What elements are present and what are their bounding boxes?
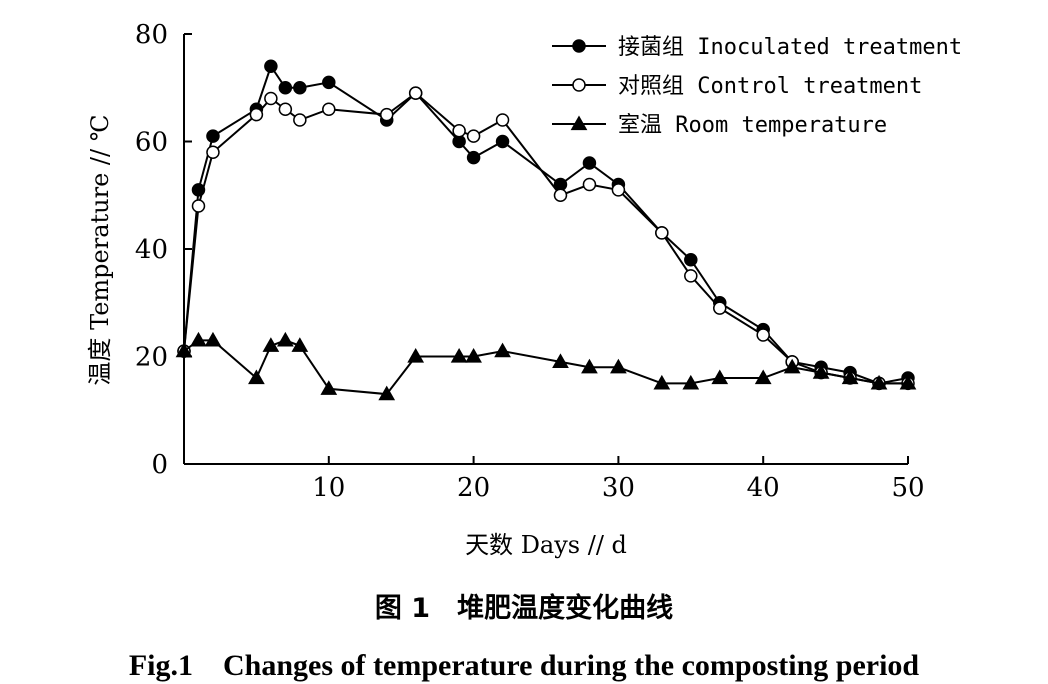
- data-point-open-circle: [572, 78, 586, 92]
- data-point-triangle: [841, 369, 859, 385]
- x-axis-label: 天数 Days // d: [465, 531, 627, 559]
- data-point-triangle: [204, 331, 222, 347]
- data-point-filled-circle: [582, 156, 597, 170]
- data-point-triangle: [276, 331, 294, 347]
- data-point-filled-circle: [495, 134, 510, 149]
- data-point-triangle: [494, 342, 511, 358]
- data-point-filled-circle: [572, 39, 586, 53]
- data-point-triangle: [870, 374, 888, 390]
- series-3: [175, 331, 917, 401]
- x-tick-label: 50: [891, 473, 924, 503]
- data-point-open-circle: [408, 86, 423, 100]
- data-point-open-circle: [452, 124, 466, 138]
- data-point-triangle: [248, 369, 265, 385]
- data-point-filled-circle: [466, 150, 481, 165]
- data-point-filled-circle: [293, 81, 307, 95]
- y-tick-label: 60: [135, 128, 168, 158]
- temperature-line-chart: 0 20 40 60 80 10 20 30 40 50 接菌组 Inoculated treat…: [86, 20, 962, 559]
- x-tick-label: 30: [602, 473, 635, 503]
- figure-caption-chinese: 图 1 堆肥温度变化曲线: [374, 593, 674, 624]
- data-point-open-circle: [278, 102, 293, 116]
- data-point-triangle: [407, 347, 425, 363]
- legend-item-1: 接菌组 Inoculated treatment: [552, 35, 962, 60]
- data-point-open-circle: [553, 188, 568, 202]
- legend-label: 接菌组 Inoculated treatment: [618, 35, 962, 60]
- data-point-triangle: [653, 374, 671, 390]
- x-tick-label: 10: [312, 473, 345, 503]
- data-point-triangle: [450, 347, 468, 363]
- data-point-triangle: [552, 353, 569, 368]
- y-tick-label: 20: [135, 343, 168, 373]
- data-point-open-circle: [249, 107, 264, 122]
- legend-label: 室温 Room temperature: [618, 113, 887, 138]
- data-point-triangle: [291, 337, 309, 352]
- data-point-triangle: [320, 380, 338, 395]
- legend-item-3: 室温 Room temperature: [552, 113, 887, 138]
- y-tick-label: 0: [151, 450, 168, 480]
- data-point-open-circle: [655, 226, 669, 240]
- data-point-filled-circle: [278, 81, 293, 95]
- data-point-open-circle: [611, 183, 626, 197]
- data-point-triangle: [682, 374, 700, 390]
- data-point-open-circle: [264, 91, 278, 106]
- figure-caption-english: Fig.1 Changes of temperature during the …: [128, 649, 920, 682]
- legend-label: 对照组 Control treatment: [618, 74, 922, 99]
- data-point-triangle: [610, 358, 627, 374]
- data-point-triangle: [581, 358, 598, 374]
- chart-legend: 接菌组 Inoculated treatment 对照组 Control trea…: [552, 35, 962, 138]
- data-point-triangle: [378, 385, 396, 401]
- data-point-open-circle: [293, 113, 307, 127]
- chart-series: [175, 59, 917, 401]
- data-point-filled-circle: [264, 59, 278, 73]
- data-point-triangle: [190, 331, 207, 347]
- data-point-filled-circle: [684, 253, 698, 267]
- chart-axes: 0 20 40 60 80 10 20 30 40 50: [135, 20, 925, 503]
- data-point-triangle: [175, 342, 193, 358]
- data-point-open-circle: [191, 199, 206, 213]
- data-point-open-circle: [756, 328, 770, 342]
- data-point-filled-circle: [206, 129, 220, 143]
- data-point-open-circle: [379, 107, 394, 122]
- data-point-open-circle: [713, 301, 727, 315]
- data-point-triangle: [754, 369, 772, 385]
- data-point-open-circle: [582, 177, 597, 192]
- series-line: [183, 339, 908, 396]
- data-point-triangle: [465, 347, 482, 363]
- data-point-triangle: [262, 337, 280, 352]
- data-point-filled-circle: [322, 75, 336, 90]
- data-point-triangle: [899, 374, 917, 390]
- data-point-triangle: [812, 364, 830, 379]
- y-axis-label: 温度 Temperature // ℃: [86, 114, 114, 385]
- data-point-open-circle: [206, 145, 220, 159]
- data-point-open-circle: [466, 129, 481, 143]
- data-point-triangle: [711, 369, 729, 385]
- y-tick-label: 80: [135, 20, 168, 50]
- x-tick-label: 20: [457, 473, 490, 503]
- data-point-open-circle: [684, 269, 698, 283]
- x-tick-label: 40: [747, 473, 780, 503]
- data-point-open-circle: [322, 102, 336, 116]
- legend-item-2: 对照组 Control treatment: [552, 74, 922, 99]
- data-point-triangle: [570, 115, 588, 131]
- data-point-triangle: [783, 358, 801, 374]
- data-point-open-circle: [495, 113, 510, 127]
- y-tick-label: 40: [135, 235, 168, 265]
